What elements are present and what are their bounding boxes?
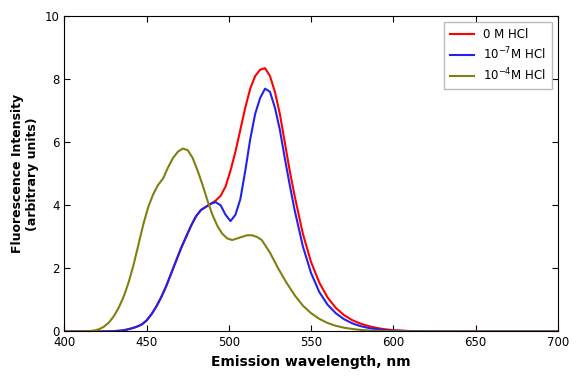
Y-axis label: Fluorescence Intensity
(arbitrary units): Fluorescence Intensity (arbitrary units) xyxy=(11,94,39,253)
Legend: 0 M HCl, 10$^{-7}$M HCl, 10$^{-4}$M HCl: 0 M HCl, 10$^{-7}$M HCl, 10$^{-4}$M HCl xyxy=(444,22,552,89)
X-axis label: Emission wavelength, nm: Emission wavelength, nm xyxy=(211,355,411,369)
